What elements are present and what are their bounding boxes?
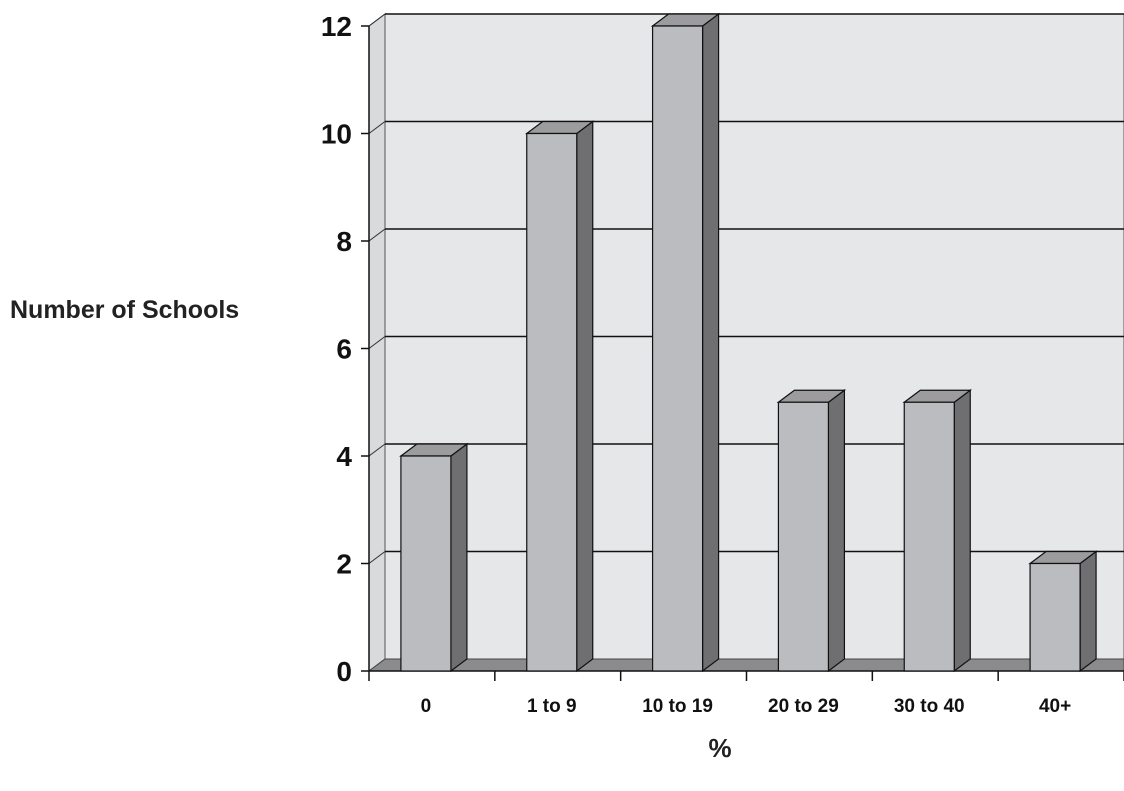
gridline-depth [368,443,386,457]
bar-side [1079,550,1097,673]
y-axis-ticks: 0 2 4 6 8 10 12 [321,11,369,687]
gridline-depth [368,228,386,242]
x-tick-label: 40+ [1039,696,1071,717]
y-tick-label: 4 [336,441,352,472]
bar-front [651,25,704,672]
x-tick-label: 30 to 40 [894,696,965,717]
y-tick-label: 12 [321,11,352,42]
bar [399,442,469,673]
bar [776,389,847,673]
x-axis-title: % [708,733,732,763]
x-tick-label: 10 to 19 [642,696,713,717]
y-tick-label: 10 [321,119,352,150]
gridlines [368,13,1124,564]
x-axis-ticks: 0 1 to 9 10 to 19 20 to 29 30 to 40 40+ [368,671,1124,717]
x-tick-label: 0 [421,696,432,717]
gridline-depth [368,121,386,134]
x-tick-label: 20 to 29 [768,696,839,717]
gridline-depth [368,13,386,27]
bar-front [400,455,452,672]
bar [524,120,595,673]
bar-front [777,401,830,672]
gridline-depth [368,551,386,564]
y-axis-title: Number of Schools [10,296,240,324]
bar-side [701,12,720,673]
bar-front [526,132,578,672]
y-tick-label: 8 [336,226,352,257]
bar [1028,550,1098,673]
gridline-depth [368,336,386,349]
bar-side [450,442,468,673]
bars [399,12,1098,673]
y-tick-label: 2 [336,549,352,580]
bar-front [903,401,955,672]
bar-side [827,389,846,673]
bar-side [576,120,594,673]
bar-front [1029,562,1081,672]
x-tick-label: 1 to 9 [527,696,577,717]
plot-floor [367,658,1124,672]
y-tick-label: 6 [336,334,352,365]
bar [902,389,973,673]
y-tick-label: 0 [336,656,352,687]
bar-side [953,389,971,673]
bar [650,12,721,673]
